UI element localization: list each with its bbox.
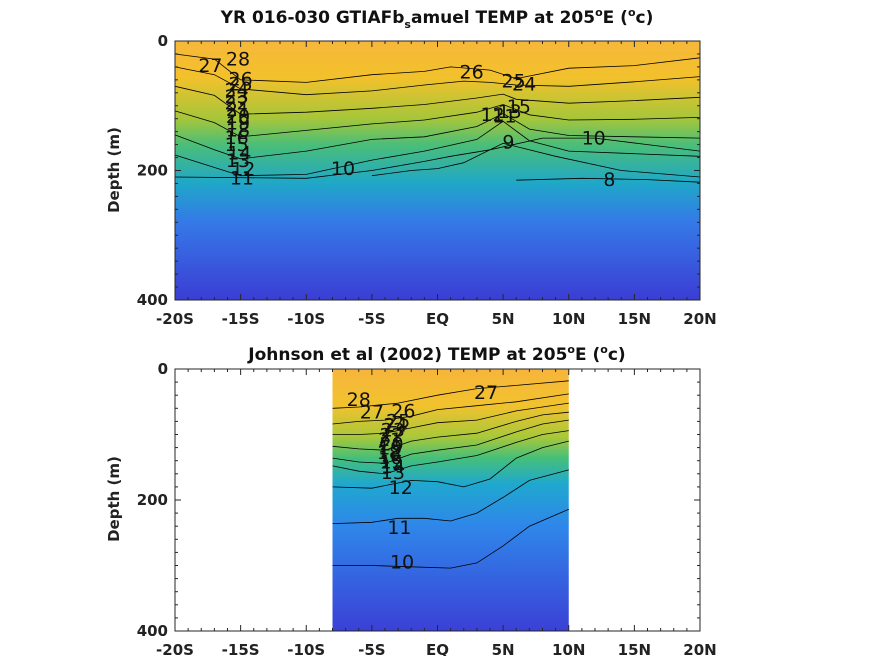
bottom-x-tick-label: EQ <box>426 641 449 656</box>
top-contour-label: 9 <box>502 131 514 153</box>
bottom-contour-label: 12 <box>389 477 413 499</box>
top-temperature-field <box>175 41 700 300</box>
bottom-contour-label: 21 <box>378 429 402 451</box>
top-contour-label: 13 <box>498 101 522 123</box>
bottom-contour-label: 28 <box>347 389 371 411</box>
bottom-x-tick-label: -10S <box>287 641 325 656</box>
top-contour-label: 19 <box>226 113 250 135</box>
top-contour-label: 20 <box>226 106 250 128</box>
top-contour-label: 10 <box>331 158 355 180</box>
bottom-y-tick-label: 400 <box>137 622 168 640</box>
top-contour-label: 28 <box>226 48 250 70</box>
bottom-x-tick-label: 15N <box>618 641 651 656</box>
bottom-contour-label: 18 <box>377 442 401 464</box>
top-contour-line-13 <box>174 113 701 160</box>
bottom-contour-label: 15 <box>379 451 403 473</box>
top-x-tick-label: -15S <box>222 310 260 328</box>
bottom-y-tick-label: 200 <box>137 491 168 509</box>
top-contour-label: 24 <box>512 74 536 96</box>
bottom-contour-line-10 <box>332 508 569 569</box>
bottom-y-axis-label: Depth (m) <box>105 456 123 542</box>
bottom-contour-line-15 <box>332 419 569 464</box>
top-contour-line-9 <box>371 142 701 178</box>
top-x-tick-label: EQ <box>426 310 449 328</box>
bottom-contour-line-12 <box>332 440 569 489</box>
top-chart-title: YR 016-030 GTIAFbsamuel TEMP at 205oE (o… <box>220 6 654 31</box>
bottom-chart-title: Johnson et al (2002) TEMP at 205oE (oc) <box>247 343 625 365</box>
top-contour-label: 14 <box>227 142 251 164</box>
top-contour-label: 22 <box>225 93 249 115</box>
top-contour-line-24 <box>174 66 701 96</box>
top-x-tick-label: -10S <box>287 310 325 328</box>
top-contour-line-20 <box>174 85 701 115</box>
bottom-contour-line-11 <box>332 469 569 524</box>
bottom-x-tick-label: 5N <box>492 641 515 656</box>
bottom-contour-label: 13 <box>381 462 405 484</box>
top-contour-line-16 <box>174 104 701 138</box>
top-contour-label: 26 <box>460 61 484 83</box>
bottom-contour-label: 23 <box>381 419 405 441</box>
top-contour-panel: YR 016-030 GTIAFbsamuel TEMP at 205oE (o… <box>105 6 717 328</box>
top-contour-line-11 <box>174 120 701 177</box>
top-y-tick-label: 400 <box>137 291 168 309</box>
bottom-contour-panel: Johnson et al (2002) TEMP at 205oE (oc) … <box>105 343 717 656</box>
top-contour-label: 10 <box>582 127 606 149</box>
bottom-x-tick-label: 10N <box>552 641 585 656</box>
top-contour-label: 15 <box>225 134 249 156</box>
bottom-contour-line-22 <box>332 402 569 435</box>
top-contour-label: 24 <box>225 80 249 102</box>
top-x-tick-label: 5N <box>492 310 515 328</box>
top-contour-label: 21 <box>226 99 250 121</box>
top-y-axis-label: Depth (m) <box>105 127 123 213</box>
bottom-contour-label: 19 <box>378 438 402 460</box>
bottom-y-tick-label: 0 <box>158 360 168 378</box>
bottom-contour-label: 10 <box>390 552 414 574</box>
bottom-x-tick-label: 20N <box>683 641 716 656</box>
top-contour-label: 12 <box>481 104 505 126</box>
bottom-contour-label: 27 <box>474 382 498 404</box>
top-contour-label: 11 <box>492 105 516 127</box>
top-contour-label: 18 <box>226 120 250 142</box>
bottom-contour-line-13 <box>332 430 569 475</box>
bottom-x-tick-label: -5S <box>358 641 385 656</box>
top-x-tick-label: -20S <box>156 310 194 328</box>
bottom-contour-label: 26 <box>391 400 415 422</box>
bottom-contour-line-18 <box>332 411 569 451</box>
top-contour-label: 15 <box>507 96 531 118</box>
bottom-contour-label: 22 <box>379 425 403 447</box>
bottom-x-tick-label: -20S <box>156 641 194 656</box>
bottom-contour-label: 14 <box>381 456 405 478</box>
top-contour-label: 25 <box>502 70 526 92</box>
top-contour-line-10 <box>174 137 701 179</box>
top-y-tick-label: 0 <box>158 32 168 50</box>
top-x-tick-label: 20N <box>683 310 716 328</box>
top-contour-label: 25 <box>229 74 253 96</box>
top-contour-line-26 <box>174 53 701 83</box>
bottom-contour-label: 25 <box>386 411 410 433</box>
top-contour-label: 8 <box>603 169 615 191</box>
top-x-tick-label: 10N <box>552 310 585 328</box>
bottom-x-tick-label: -15S <box>222 641 260 656</box>
top-y-tick-label: 200 <box>137 162 168 180</box>
top-contour-label: 26 <box>229 69 253 91</box>
bottom-contour-line-27 <box>332 380 569 409</box>
top-contour-label: 23 <box>225 86 249 108</box>
bottom-contour-label: 24 <box>383 415 407 437</box>
top-x-tick-label: -5S <box>358 310 385 328</box>
top-contour-label: 16 <box>225 127 249 149</box>
top-contour-label: 11 <box>230 168 254 190</box>
bottom-contour-label: 16 <box>378 447 402 469</box>
top-contour-label: 13 <box>226 150 250 172</box>
bottom-contour-label: 11 <box>387 517 411 539</box>
bottom-contour-line-25 <box>332 393 569 425</box>
top-contour-label: 12 <box>231 159 255 181</box>
bottom-contour-label: 20 <box>379 434 403 456</box>
bottom-temperature-field <box>332 369 569 631</box>
top-x-tick-label: 15N <box>618 310 651 328</box>
bottom-contour-label: 27 <box>360 402 384 424</box>
top-contour-line-8 <box>516 177 701 183</box>
top-contour-label: 27 <box>198 55 222 77</box>
